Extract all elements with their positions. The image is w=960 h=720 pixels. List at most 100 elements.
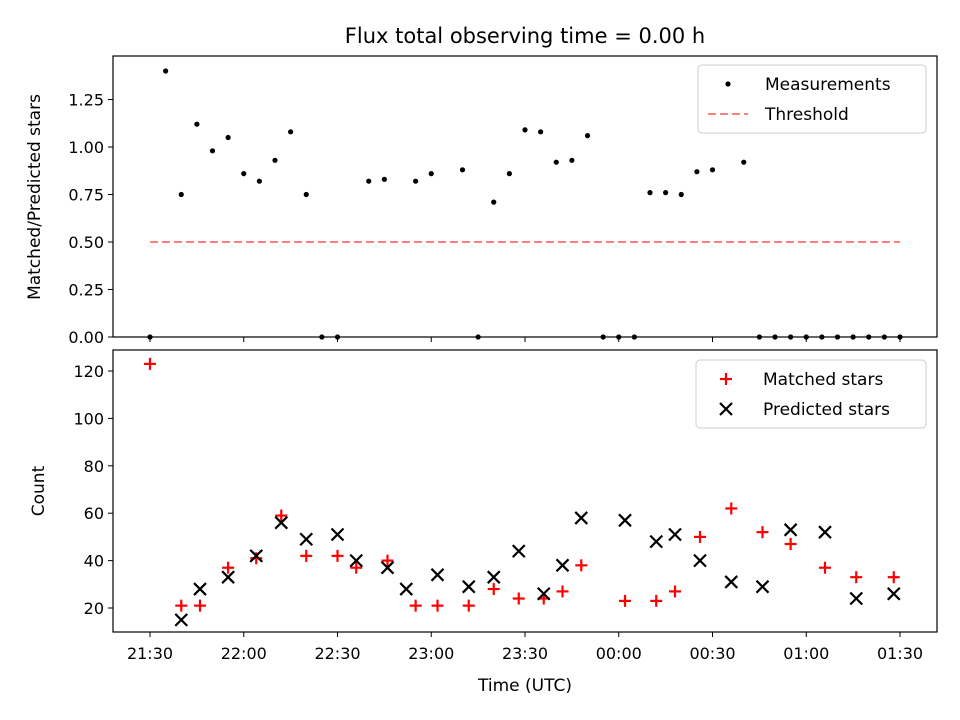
top-y-tick-label: 1.25 <box>68 91 104 110</box>
measurement-point <box>600 334 606 340</box>
measurement-point <box>756 334 762 340</box>
matched-star-point <box>575 559 588 572</box>
measurement-point <box>491 199 497 205</box>
predicted-star-point <box>486 570 501 584</box>
measurement-point <box>225 134 231 141</box>
matched-star-point <box>431 599 444 612</box>
measurement-point <box>413 178 419 184</box>
top-y-tick-label: 0.00 <box>68 328 104 347</box>
bottom-legend-box <box>695 359 927 429</box>
measurement-point <box>881 334 887 340</box>
predicted-star-point <box>783 523 798 537</box>
matched-star-point <box>650 594 663 607</box>
bottom-y-tick-label: 80 <box>84 457 104 476</box>
measurement-point <box>850 334 856 340</box>
x-tick-label: 01:30 <box>877 644 923 663</box>
measurement-point <box>663 190 669 196</box>
measurement-point <box>553 159 559 165</box>
x-tick-label: 00:00 <box>596 644 642 663</box>
measurement-point <box>178 191 184 198</box>
matched-star-point <box>819 561 831 574</box>
matched-star-point <box>409 599 422 612</box>
bottom-y-tick-label: 100 <box>73 409 104 428</box>
matched-star-point <box>250 552 263 565</box>
measurement-point <box>366 178 372 184</box>
predicted-star-point <box>380 560 395 575</box>
measurement-point <box>475 334 481 340</box>
measurement-point <box>694 169 700 175</box>
matched-star-point <box>381 554 394 567</box>
measurement-point <box>506 171 512 177</box>
measurement-point <box>834 334 841 340</box>
predicted-star-point <box>511 544 526 558</box>
predicted-star-point <box>399 582 414 596</box>
measurement-point <box>647 190 653 196</box>
measurement-point <box>459 167 466 173</box>
predicted-star-point <box>274 515 289 530</box>
predicted-star-point <box>724 575 739 589</box>
x-tick-label: 23:30 <box>502 644 548 663</box>
matched-star-point <box>275 509 288 522</box>
predicted-star-point <box>618 513 632 528</box>
predicted-star-point <box>249 549 264 563</box>
x-tick-label: 22:00 <box>221 644 267 663</box>
matched-star-point <box>462 599 475 612</box>
matched-star-point <box>175 599 188 612</box>
matched-star-point <box>350 561 363 574</box>
matched-star-point <box>887 571 900 584</box>
matched-star-point <box>144 357 156 370</box>
matched-star-point <box>194 599 206 612</box>
matched-star-point <box>694 530 706 543</box>
bottom-x-ticks: 21:30 22:00 22:30 23:00 23:30 00:00 00:30 01:00… <box>127 632 923 663</box>
x-tick-label: 23:00 <box>408 644 454 663</box>
bottom-y-axis-label: Count <box>29 465 49 516</box>
measurement-point <box>631 334 637 340</box>
predicted-star-point <box>461 579 476 594</box>
matched-star-point <box>222 561 235 574</box>
bottom-y-tick-label: 120 <box>73 362 104 381</box>
measurement-point <box>772 334 778 340</box>
predicted-star-point <box>299 532 314 547</box>
predicted-star-point <box>221 570 235 584</box>
predicted-star-point <box>330 527 345 542</box>
bottom-y-tick-label: 60 <box>84 504 104 523</box>
matched-star-point <box>512 592 525 605</box>
legend-measurements-label: Measurements <box>765 75 891 95</box>
legend-matched-marker <box>720 373 732 385</box>
top-y-tick-label: 0.25 <box>68 281 104 300</box>
bottom-panel: 20 40 60 80 100 120 21:30 22:00 22:30 23:00 23:30… <box>29 349 938 696</box>
legend-predicted-label: Predicted stars <box>763 400 890 420</box>
top-y-ticks: 0.00 0.25 0.50 0.75 1.00 1.25 <box>68 91 113 347</box>
legend-predicted-marker <box>719 402 733 416</box>
matched-star-point <box>784 538 797 551</box>
predicted-star-point <box>818 525 832 539</box>
matched-star-point <box>725 502 738 515</box>
matched-star-point <box>756 526 769 539</box>
measurement-point <box>788 334 794 340</box>
legend-matched-label: Matched stars <box>763 370 883 390</box>
matched-star-point <box>850 571 863 584</box>
measurement-point <box>381 176 387 182</box>
measurement-point <box>209 148 216 154</box>
top-y-tick-label: 1.00 <box>68 138 104 157</box>
top-marks <box>147 68 903 340</box>
measurement-point <box>428 171 434 177</box>
measurement-point <box>147 334 153 340</box>
predicted-star-point <box>430 568 445 582</box>
measurement-point <box>194 121 200 127</box>
predicted-star-point <box>174 613 189 627</box>
x-tick-label: 01:00 <box>783 644 829 663</box>
matched-star-point <box>556 585 569 598</box>
matched-star-point <box>669 585 681 598</box>
measurement-point <box>272 157 278 163</box>
measurement-point <box>803 334 809 340</box>
predicted-star-point <box>649 534 664 549</box>
measurement-point <box>584 133 591 139</box>
measurement-point <box>288 129 294 135</box>
measurement-point <box>569 157 575 163</box>
measurement-point <box>303 191 309 198</box>
measurement-point <box>897 334 903 340</box>
predicted-star-point <box>536 587 551 601</box>
measurement-point <box>709 167 716 173</box>
